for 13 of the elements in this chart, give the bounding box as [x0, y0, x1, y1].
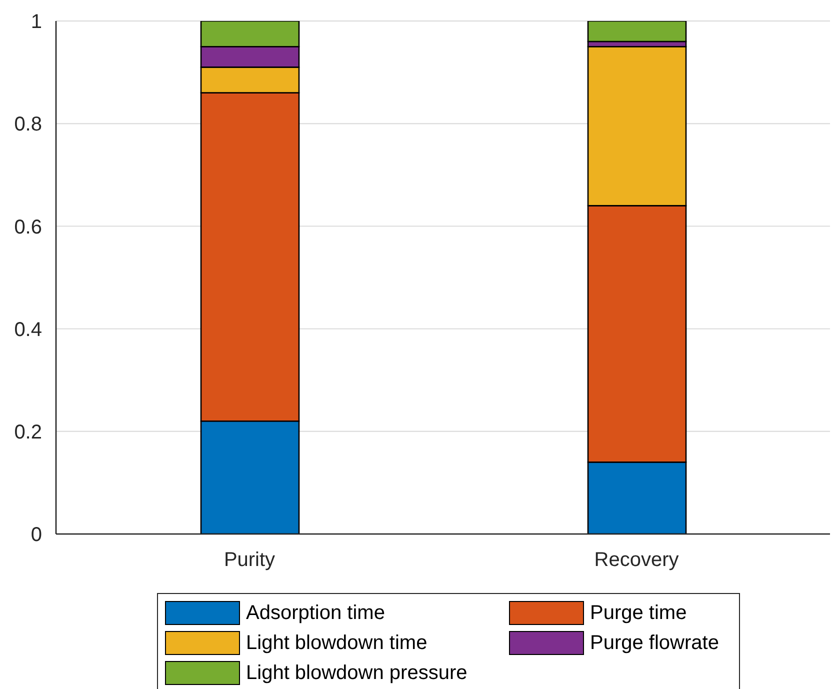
legend-label: Purge flowrate [590, 632, 719, 654]
legend-label: Light blowdown pressure [246, 662, 468, 684]
legend-label: Light blowdown time [246, 632, 428, 654]
y-tick-label: 0.2 [14, 422, 42, 444]
y-tick-label: 0.8 [14, 114, 42, 136]
x-tick-label: Recovery [594, 549, 679, 572]
y-tick-label: 0.4 [14, 318, 42, 341]
legend-label: Adsorption time [246, 602, 385, 624]
x-tick-label: Purity [224, 549, 276, 572]
y-tick-label: 1 [30, 11, 42, 34]
legend-label: Purge time [590, 602, 687, 624]
y-tick-label: 0 [30, 524, 42, 546]
y-tick-label: 0.6 [14, 216, 42, 238]
